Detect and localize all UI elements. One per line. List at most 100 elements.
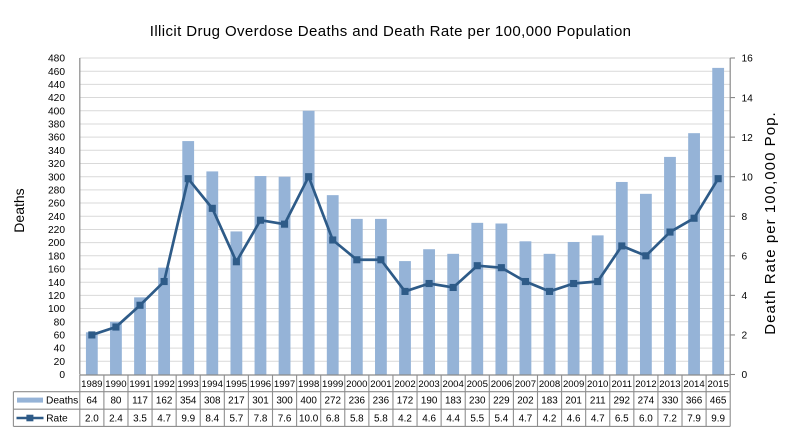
svg-text:354: 354 xyxy=(180,396,197,407)
svg-text:5.8: 5.8 xyxy=(374,413,388,424)
svg-text:480: 480 xyxy=(48,54,65,65)
svg-text:7.6: 7.6 xyxy=(278,413,292,424)
svg-text:330: 330 xyxy=(662,396,679,407)
svg-text:6.8: 6.8 xyxy=(326,413,340,424)
svg-text:2.0: 2.0 xyxy=(85,413,99,424)
svg-text:2010: 2010 xyxy=(587,379,608,390)
svg-text:236: 236 xyxy=(373,396,390,407)
svg-text:4.7: 4.7 xyxy=(591,413,605,424)
svg-text:100: 100 xyxy=(48,304,65,315)
svg-text:260: 260 xyxy=(48,199,65,210)
svg-text:0: 0 xyxy=(59,370,65,381)
svg-text:201: 201 xyxy=(565,396,582,407)
svg-text:4.2: 4.2 xyxy=(543,413,557,424)
svg-text:2007: 2007 xyxy=(515,379,536,390)
svg-text:4.7: 4.7 xyxy=(519,413,533,424)
svg-text:120: 120 xyxy=(48,291,65,302)
svg-text:Illicit Drug Overdose Deaths a: Illicit Drug Overdose Deaths and Death R… xyxy=(150,23,632,40)
svg-text:117: 117 xyxy=(132,396,148,407)
svg-text:6.5: 6.5 xyxy=(615,413,629,424)
svg-text:80: 80 xyxy=(54,317,66,328)
svg-text:2001: 2001 xyxy=(370,379,391,390)
svg-text:1999: 1999 xyxy=(322,379,343,390)
svg-text:308: 308 xyxy=(204,396,221,407)
svg-text:1989: 1989 xyxy=(81,379,102,390)
svg-text:2009: 2009 xyxy=(563,379,584,390)
svg-text:274: 274 xyxy=(638,396,655,407)
svg-text:4.6: 4.6 xyxy=(567,413,581,424)
svg-text:140: 140 xyxy=(48,278,65,289)
svg-text:240: 240 xyxy=(48,212,65,223)
svg-text:14: 14 xyxy=(742,93,754,104)
svg-text:180: 180 xyxy=(48,251,65,262)
svg-text:7.8: 7.8 xyxy=(254,413,268,424)
svg-text:8: 8 xyxy=(742,212,748,223)
svg-text:400: 400 xyxy=(48,106,65,117)
svg-text:6.0: 6.0 xyxy=(639,413,653,424)
svg-text:7.2: 7.2 xyxy=(663,413,677,424)
svg-text:200: 200 xyxy=(48,238,65,249)
svg-text:460: 460 xyxy=(48,67,65,78)
svg-text:2015: 2015 xyxy=(707,379,728,390)
svg-text:380: 380 xyxy=(48,120,65,131)
svg-text:2013: 2013 xyxy=(659,379,680,390)
svg-text:2008: 2008 xyxy=(539,379,560,390)
svg-text:1990: 1990 xyxy=(105,379,126,390)
svg-text:183: 183 xyxy=(445,396,462,407)
svg-text:366: 366 xyxy=(686,396,703,407)
svg-text:8.4: 8.4 xyxy=(205,413,219,424)
svg-text:2014: 2014 xyxy=(683,379,705,390)
svg-text:2002: 2002 xyxy=(394,379,415,390)
svg-text:1997: 1997 xyxy=(274,379,295,390)
svg-text:0: 0 xyxy=(742,370,748,381)
svg-text:280: 280 xyxy=(48,185,65,196)
svg-text:2006: 2006 xyxy=(491,379,512,390)
svg-text:20: 20 xyxy=(54,357,66,368)
svg-text:217: 217 xyxy=(228,396,244,407)
svg-text:211: 211 xyxy=(590,396,606,407)
svg-text:440: 440 xyxy=(48,80,65,91)
svg-text:4: 4 xyxy=(742,291,748,302)
svg-text:1994: 1994 xyxy=(202,379,224,390)
svg-text:Deaths: Deaths xyxy=(46,396,78,407)
svg-text:4.6: 4.6 xyxy=(422,413,436,424)
svg-text:80: 80 xyxy=(110,396,121,407)
svg-text:172: 172 xyxy=(397,396,413,407)
svg-text:229: 229 xyxy=(493,396,510,407)
svg-text:1998: 1998 xyxy=(298,379,319,390)
svg-text:6: 6 xyxy=(742,252,748,263)
svg-text:465: 465 xyxy=(710,396,727,407)
svg-text:Deaths: Deaths xyxy=(11,188,27,232)
svg-text:Death Rate per 100,000 Pop.: Death Rate per 100,000 Pop. xyxy=(762,111,779,335)
svg-text:1996: 1996 xyxy=(250,379,271,390)
svg-text:4.2: 4.2 xyxy=(398,413,412,424)
svg-text:220: 220 xyxy=(48,225,65,236)
svg-text:272: 272 xyxy=(324,396,340,407)
svg-text:2000: 2000 xyxy=(346,379,367,390)
svg-text:300: 300 xyxy=(48,172,65,183)
svg-text:40: 40 xyxy=(54,344,66,355)
svg-text:1993: 1993 xyxy=(178,379,199,390)
svg-text:5.8: 5.8 xyxy=(350,413,364,424)
svg-text:160: 160 xyxy=(48,265,65,276)
svg-text:3.5: 3.5 xyxy=(133,413,147,424)
svg-text:Rate: Rate xyxy=(46,413,68,424)
svg-text:1992: 1992 xyxy=(153,379,174,390)
svg-text:230: 230 xyxy=(469,396,486,407)
svg-text:12: 12 xyxy=(742,133,754,144)
svg-text:202: 202 xyxy=(517,396,533,407)
svg-text:190: 190 xyxy=(421,396,438,407)
svg-text:2005: 2005 xyxy=(467,379,488,390)
svg-text:183: 183 xyxy=(541,396,558,407)
svg-text:162: 162 xyxy=(156,396,172,407)
svg-text:60: 60 xyxy=(54,331,66,342)
svg-text:2011: 2011 xyxy=(611,379,632,390)
svg-text:340: 340 xyxy=(48,146,65,157)
svg-text:1991: 1991 xyxy=(129,379,150,390)
svg-text:2004: 2004 xyxy=(443,379,465,390)
svg-text:2012: 2012 xyxy=(635,379,656,390)
svg-text:64: 64 xyxy=(86,396,97,407)
svg-text:420: 420 xyxy=(48,93,65,104)
svg-text:4.4: 4.4 xyxy=(446,413,460,424)
svg-text:2.4: 2.4 xyxy=(109,413,123,424)
